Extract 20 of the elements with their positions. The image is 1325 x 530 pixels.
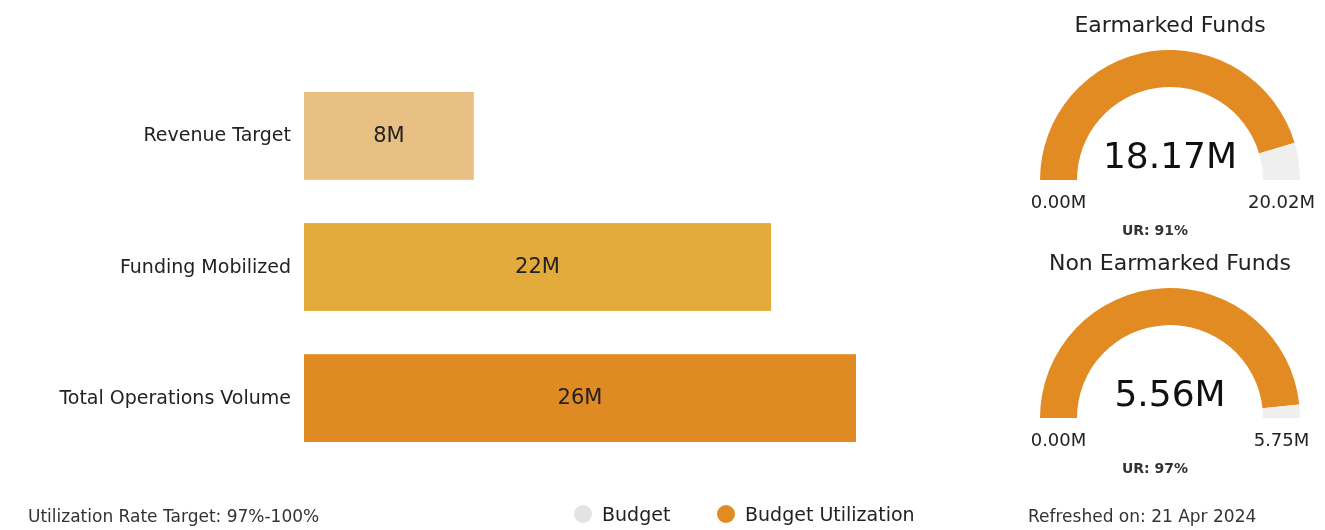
chart-title: Earmarked Funds	[1074, 12, 1266, 37]
data-label: 22M	[515, 254, 560, 278]
text: UR: 97%	[1121, 460, 1189, 476]
data-label: 26M	[557, 385, 603, 410]
chart-title: Non Earmarked Funds	[1048, 250, 1292, 275]
legend-label: Budget	[602, 503, 671, 525]
y-tick-label: Total Operations Volume	[58, 385, 291, 408]
text: Utilization Rate Target: 97%-100%	[28, 506, 320, 526]
text: 0.00M	[1030, 191, 1087, 212]
data-label: 8M	[373, 122, 405, 147]
text: UR: 91%	[1121, 222, 1189, 238]
data-label: 18.17M	[1102, 135, 1238, 176]
y-tick-label: Revenue Target	[143, 123, 291, 146]
y-tick-label: Funding Mobilized	[119, 254, 291, 277]
text: 0.00M	[1030, 429, 1087, 450]
text: 5.75M	[1253, 429, 1310, 450]
data-label: 5.56M	[1114, 373, 1226, 414]
text: 20.02M	[1247, 191, 1316, 212]
legend-label: Budget Utilization	[745, 503, 915, 525]
text: Refreshed on: 21 Apr 2024	[1028, 506, 1257, 526]
